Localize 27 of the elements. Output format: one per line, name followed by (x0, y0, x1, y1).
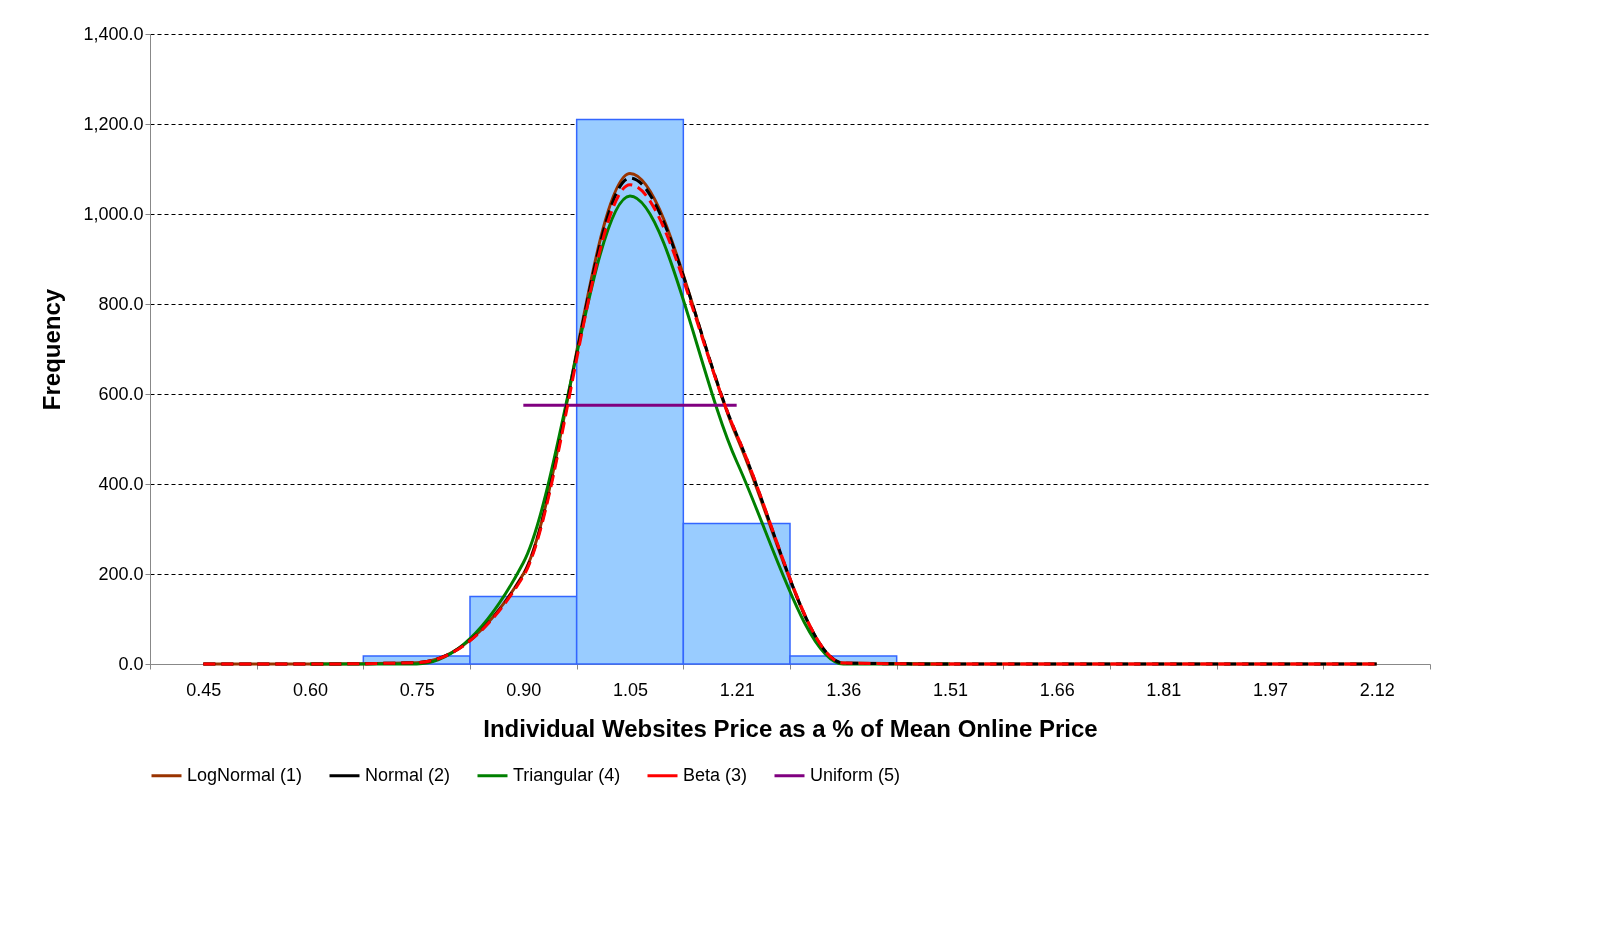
y-tick-label: 400.0 (98, 473, 144, 494)
x-axis-title: Individual Websites Price as a % of Mean Online Price (483, 714, 1098, 742)
x-tick-label: 1.36 (826, 679, 862, 700)
legend-label: Normal (2) (365, 764, 451, 785)
y-tick-label: 1,200.0 (83, 113, 144, 134)
x-tick-label: 0.75 (399, 679, 435, 700)
x-tick-label: 1.21 (719, 679, 755, 700)
x-tick-label: 1.81 (1146, 679, 1182, 700)
legend-label: Beta (3) (683, 764, 748, 785)
legend-label: LogNormal (1) (187, 764, 303, 785)
legend-label: Triangular (4) (513, 764, 621, 785)
x-tick-label: 1.97 (1252, 679, 1289, 700)
x-tick-label: 2.12 (1359, 679, 1395, 700)
y-axis-title: Frequency (38, 288, 66, 411)
y-tick-label: 200.0 (98, 563, 144, 584)
legend-label: Uniform (5) (810, 764, 901, 785)
x-tick-label: 0.45 (186, 679, 222, 700)
y-tick-label: 800.0 (98, 293, 144, 314)
y-tick-label: 1,400.0 (83, 23, 144, 44)
y-tick-label: 0.0 (118, 653, 144, 674)
x-tick-label: 1.51 (932, 679, 969, 700)
y-tick-label: 1,000.0 (83, 203, 144, 224)
x-tick-label: 0.90 (506, 679, 542, 700)
y-tick-label: 600.0 (98, 383, 144, 404)
x-tick-label: 1.66 (1039, 679, 1075, 700)
x-tick-label: 0.60 (292, 679, 329, 700)
x-tick-label: 1.05 (612, 679, 649, 700)
